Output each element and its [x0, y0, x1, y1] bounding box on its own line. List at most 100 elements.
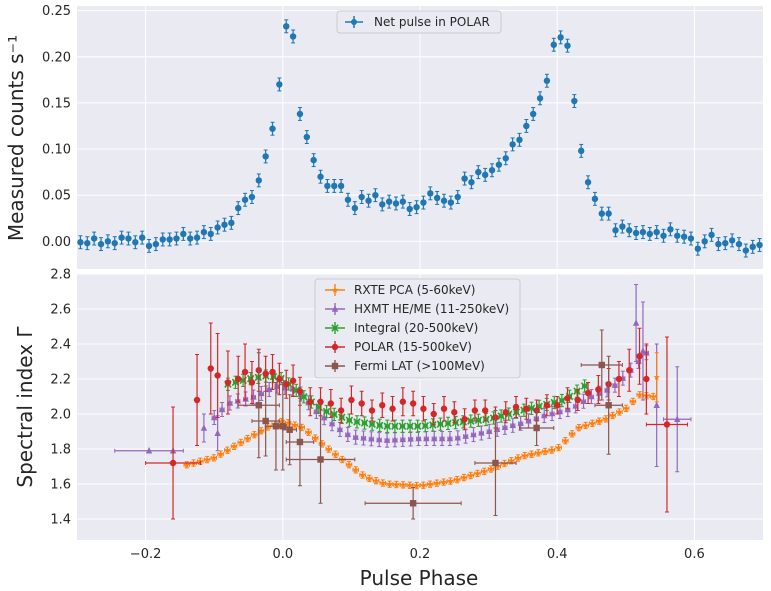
bottom-ytick-label: 1.6 — [50, 478, 71, 493]
polar-net-point — [536, 95, 544, 102]
integral-point — [338, 413, 346, 422]
legend-label-hxmt: HXMT HE/ME (11-250keV) — [354, 302, 509, 316]
polar-point — [574, 396, 581, 404]
polar-net-point — [97, 240, 105, 248]
integral-point-stroke — [444, 419, 452, 428]
polar-net-point — [598, 210, 605, 217]
rxte-point — [555, 444, 562, 451]
polar-point — [248, 379, 256, 386]
rxte-point — [197, 457, 204, 465]
integral-point-stroke — [375, 421, 384, 430]
polar-point — [595, 386, 602, 393]
bottom-ytick-label: 2.4 — [50, 338, 71, 353]
integral-point — [406, 422, 414, 431]
hxmt-point — [635, 357, 642, 365]
hxmt-point — [486, 427, 493, 435]
rxte-point — [453, 476, 461, 483]
legend-marker-fermi — [331, 362, 339, 370]
polar-point — [663, 421, 671, 428]
integral-point — [391, 422, 399, 431]
bottom-legend-box — [314, 278, 521, 379]
polar-point — [276, 375, 283, 383]
hxmt-point — [336, 425, 344, 433]
polar-net-point — [111, 239, 118, 247]
top-ytick-label: 0.00 — [42, 235, 71, 250]
rxte-point — [575, 424, 583, 431]
bottom-legend: RXTE PCA (5-60keV) HXMT HE/ME (11-250keV… — [314, 278, 521, 379]
hxmt-point — [328, 420, 336, 427]
top-ytick-label: 0.15 — [42, 96, 71, 111]
rxte-point — [474, 470, 481, 477]
polar-net-point — [104, 238, 112, 245]
hxmt-point — [218, 405, 226, 413]
polar-net-point — [742, 247, 750, 254]
hxmt-point — [580, 397, 587, 404]
polar-net-point — [646, 230, 654, 238]
polar-net-point — [90, 235, 98, 242]
fermi-point — [255, 402, 262, 409]
integral-point-stroke — [368, 420, 376, 428]
polar-net-point — [749, 243, 756, 251]
rxte-point — [514, 454, 522, 461]
polar-point — [348, 396, 355, 404]
polar-net-point — [578, 147, 585, 155]
integral-point — [353, 418, 361, 426]
polar-point — [554, 402, 561, 409]
rxte-point — [650, 393, 657, 400]
polar-net-point — [193, 234, 201, 241]
polar-net-point — [385, 198, 393, 205]
rxte-point — [298, 424, 305, 431]
hxmt-point — [674, 415, 681, 422]
polar-point — [502, 409, 509, 416]
rxte-point — [257, 427, 265, 434]
polar-net-point — [509, 141, 516, 148]
integral-point-stroke — [353, 418, 361, 426]
polar-point — [262, 370, 269, 377]
hxmt-point — [517, 419, 524, 427]
polar-net-point — [317, 173, 324, 180]
rxte-point — [237, 439, 245, 446]
polar-net-point — [365, 197, 372, 204]
polar-point — [523, 405, 530, 412]
polar-net-point — [84, 239, 91, 247]
rxte-point — [332, 450, 339, 458]
polar-net-point — [674, 232, 681, 239]
integral-point-stroke — [504, 410, 513, 418]
legend-label-rxte: RXTE PCA (5-60keV) — [354, 283, 475, 297]
bottom-ytick-label: 2.8 — [50, 268, 71, 283]
rxte-point — [325, 445, 332, 452]
xtick-label: 0.2 — [410, 547, 431, 562]
polar-point — [224, 379, 232, 386]
polar-net-point — [502, 155, 509, 162]
hxmt-point — [321, 413, 328, 421]
bottom-panel: −0.2 0.0 0.2 0.4 0.6 1.4 1.6 1.8 2.0 2.2 2.4 2.6 2.8… — [13, 268, 763, 590]
polar-net-point — [262, 153, 269, 160]
integral-point-stroke — [482, 415, 490, 424]
polar-point — [241, 368, 249, 376]
polar-net-point — [756, 241, 763, 249]
integral-point-stroke — [474, 416, 483, 425]
polar-point — [207, 365, 214, 372]
polar-point — [296, 388, 304, 395]
rxte-point — [352, 466, 360, 473]
polar-point — [358, 400, 365, 407]
hxmt-point — [368, 435, 375, 442]
top-ytick-label: 0.10 — [42, 143, 71, 158]
polar-point — [307, 398, 314, 405]
polar-net-point — [132, 239, 139, 246]
top-ytick-labels: 0.00 0.05 0.10 0.15 0.20 0.25 — [42, 4, 71, 250]
integral-point-stroke — [558, 396, 566, 405]
polar-point — [169, 459, 177, 467]
fermi-point — [286, 426, 293, 433]
polar-net-point — [667, 226, 674, 233]
hxmt-point — [423, 434, 430, 442]
polar-net-point — [200, 228, 208, 236]
bottom-ytick-label: 2.0 — [50, 408, 71, 423]
rxte-point — [305, 428, 312, 436]
integral-point — [398, 422, 407, 431]
integral-point — [345, 416, 354, 424]
polar-net-point — [118, 234, 125, 241]
rxte-point — [372, 477, 380, 484]
xtick-label: 0.6 — [684, 547, 705, 562]
